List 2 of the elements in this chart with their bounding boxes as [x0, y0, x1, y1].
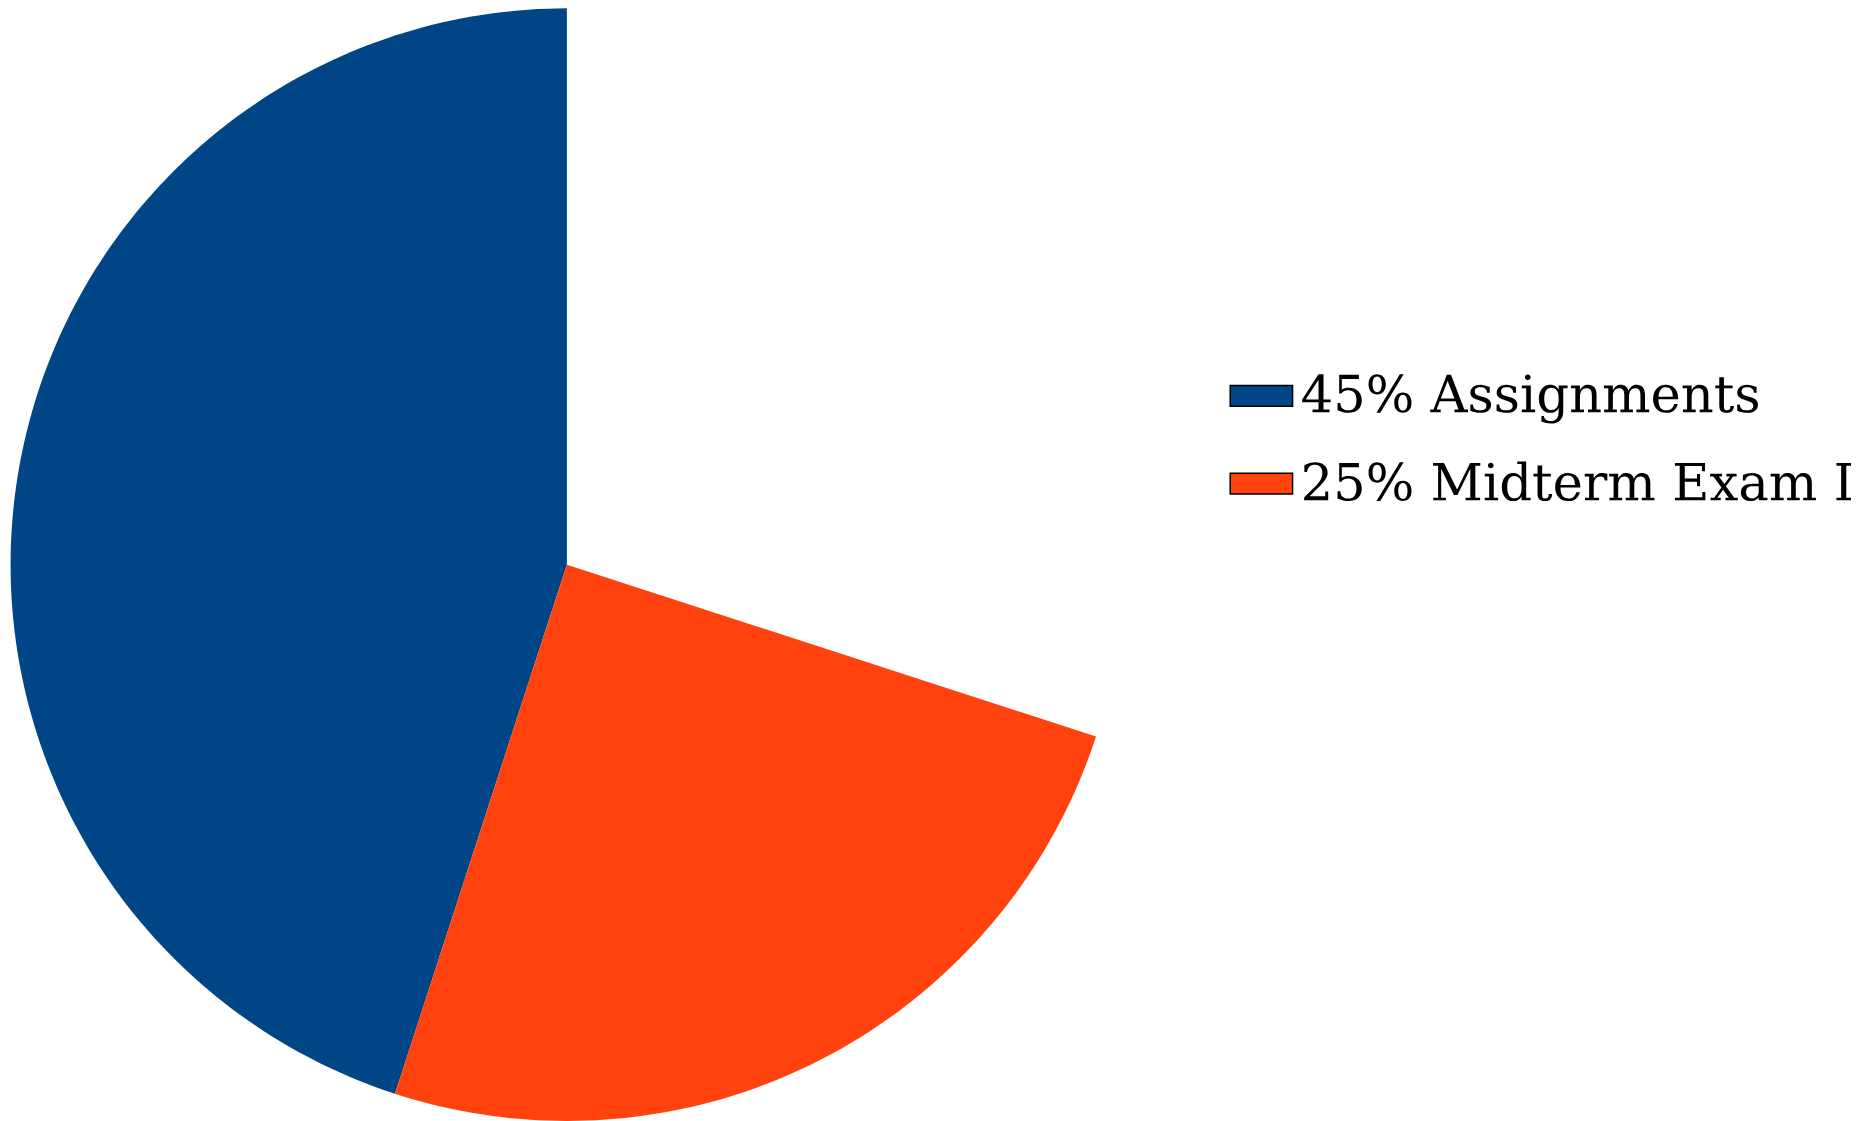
legend-label: 45% Assignments [1302, 374, 1758, 424]
legend-label: 25% Midterm Exam I [1304, 461, 1851, 502]
